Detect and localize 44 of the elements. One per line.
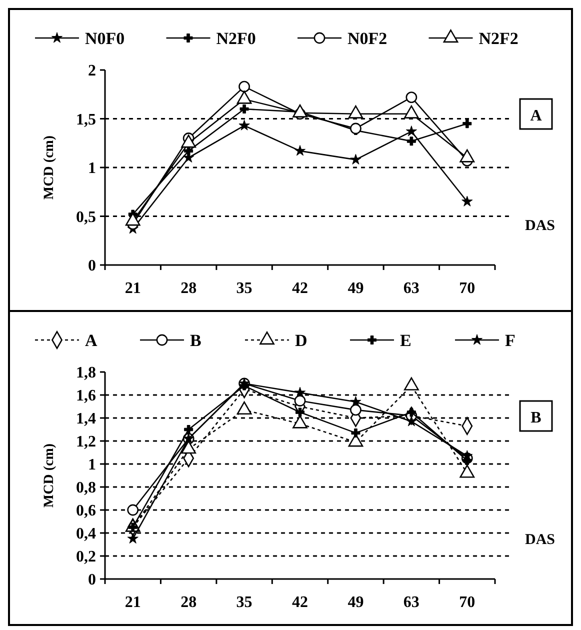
x-tick-label: 35 xyxy=(236,594,252,611)
text: A xyxy=(530,108,542,125)
text: B xyxy=(530,410,542,427)
y-tick-label: 0 xyxy=(88,572,96,589)
y-axis-title: MCD (cm) xyxy=(42,443,57,508)
legend-label: N2F2 xyxy=(478,28,518,48)
legend-label: N0F0 xyxy=(85,28,125,48)
legend-label: A xyxy=(85,330,98,350)
x-tick-label: 21 xyxy=(124,594,141,611)
x-tick-label: 49 xyxy=(348,280,364,297)
legend-label: N2F0 xyxy=(216,28,256,48)
x-tick-label: 70 xyxy=(459,594,476,611)
x-tick-label: 42 xyxy=(292,594,308,611)
x-tick-label: 28 xyxy=(180,594,197,611)
y-tick-label: 1,2 xyxy=(76,434,96,451)
y-axis-title: MCD (cm) xyxy=(42,135,57,200)
y-tick-label: 2 xyxy=(88,62,96,80)
y-tick-label: 1,4 xyxy=(76,410,96,428)
y-tick-label: 0,2 xyxy=(76,548,96,566)
y-tick-label: 0,5 xyxy=(76,208,96,226)
legend-label: D xyxy=(295,330,308,350)
x-tick-label: 49 xyxy=(348,594,364,611)
y-tick-label: 1 xyxy=(88,456,96,474)
y-tick-label: 0,8 xyxy=(76,480,96,497)
y-tick-label: 0 xyxy=(88,258,96,275)
y-tick-label: 0,4 xyxy=(76,526,96,543)
y-tick-label: 0,6 xyxy=(76,502,96,520)
x-tick-label: 28 xyxy=(180,280,197,297)
x-tick-label: 70 xyxy=(459,280,476,297)
x-axis-title: DAS xyxy=(524,532,556,548)
y-tick-label: 1,6 xyxy=(76,388,96,405)
legend-label: N0F2 xyxy=(348,28,388,48)
y-tick-label: 1 xyxy=(88,160,96,178)
y-tick-label: 1,8 xyxy=(76,364,96,382)
legend-label: F xyxy=(505,330,516,350)
x-axis-title: DAS xyxy=(524,218,556,234)
legend-label: E xyxy=(400,330,412,350)
y-tick-label: 1,5 xyxy=(76,111,96,128)
x-tick-label: 35 xyxy=(236,280,252,297)
x-tick-label: 21 xyxy=(124,280,141,297)
x-tick-label: 42 xyxy=(292,280,308,297)
legend-label: B xyxy=(190,330,202,350)
x-tick-label: 63 xyxy=(403,280,420,297)
x-tick-label: 63 xyxy=(403,594,420,611)
